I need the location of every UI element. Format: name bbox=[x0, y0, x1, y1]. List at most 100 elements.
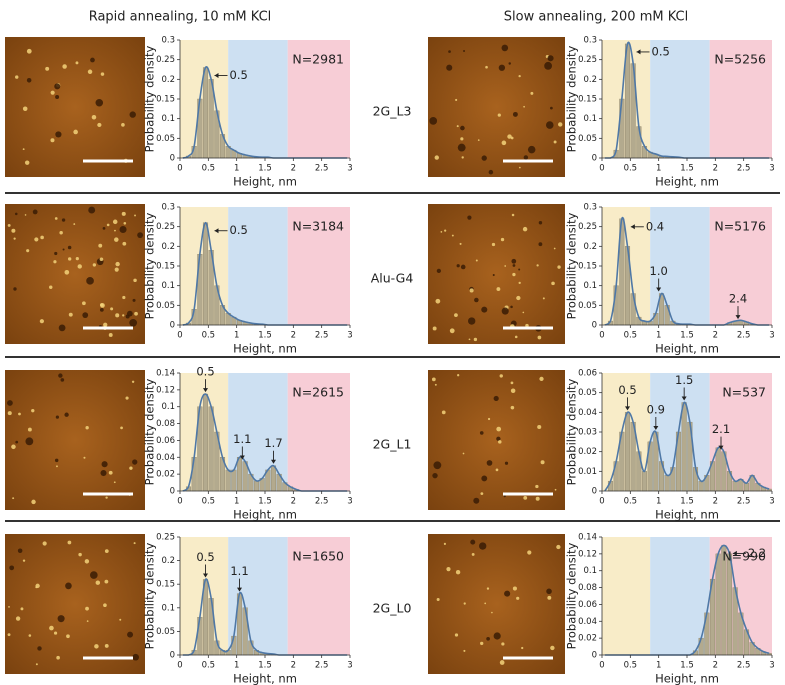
afm-spot bbox=[120, 426, 123, 430]
afm-spot bbox=[133, 278, 137, 283]
afm-spot bbox=[12, 497, 15, 500]
bar bbox=[202, 393, 209, 492]
y-axis-label: Probability density bbox=[143, 543, 157, 650]
afm-spot bbox=[134, 311, 138, 316]
afm-spot bbox=[22, 148, 25, 151]
afm-spot bbox=[35, 663, 38, 666]
afm-spot bbox=[547, 55, 554, 62]
x-tick-label: 0 bbox=[599, 497, 604, 507]
x-tick-label: 0.5 bbox=[202, 497, 216, 507]
afm-spot bbox=[15, 616, 21, 621]
y-tick-label: 0.06 bbox=[578, 600, 597, 610]
afm-spot bbox=[521, 646, 524, 650]
afm-spot bbox=[463, 50, 466, 53]
afm-spot bbox=[78, 552, 82, 557]
afm-spot bbox=[25, 437, 34, 446]
afm-spot bbox=[460, 264, 466, 270]
afm-spot bbox=[127, 631, 134, 638]
afm-spot bbox=[114, 229, 116, 232]
afm-spot bbox=[518, 166, 521, 169]
annotation-label: 1.1 bbox=[230, 564, 248, 578]
afm-spot bbox=[462, 452, 465, 455]
x-axis-label: Height, nm bbox=[655, 672, 719, 685]
height-region bbox=[709, 207, 772, 325]
x-tick-label: 0.5 bbox=[624, 331, 638, 341]
afm-spot bbox=[451, 234, 454, 237]
y-tick-label: 0.3 bbox=[583, 203, 597, 213]
n-label: N=2981 bbox=[292, 52, 344, 67]
afm-spot bbox=[77, 264, 82, 269]
afm-spot bbox=[460, 137, 464, 141]
afm-spot bbox=[468, 317, 476, 325]
annotation-label: 0.5 bbox=[230, 223, 248, 237]
x-tick-label: 0.5 bbox=[202, 331, 216, 341]
height-region bbox=[650, 537, 710, 655]
afm-spot bbox=[122, 241, 127, 246]
afm-image bbox=[5, 37, 145, 177]
y-tick-label: 0.02 bbox=[578, 634, 597, 644]
afm-spot bbox=[473, 337, 478, 342]
afm-spot bbox=[65, 582, 72, 590]
afm-spot bbox=[459, 242, 462, 245]
afm-spot bbox=[488, 169, 494, 175]
fit-curve bbox=[604, 401, 770, 492]
afm-spot bbox=[544, 61, 553, 70]
afm-spot bbox=[504, 590, 511, 597]
x-tick-label: 3 bbox=[769, 497, 774, 507]
afm-spot bbox=[125, 314, 130, 319]
y-tick-label: 0 bbox=[170, 154, 175, 164]
height-region bbox=[287, 373, 350, 491]
afm-spot bbox=[57, 615, 65, 623]
afm-spot bbox=[115, 313, 120, 318]
annotation-label: 1.0 bbox=[650, 264, 668, 278]
afm-spot bbox=[454, 633, 459, 637]
y-tick-label: 0 bbox=[592, 321, 597, 331]
afm-spot bbox=[20, 607, 24, 611]
column-title: Slow annealing, 200 mM KCl bbox=[504, 10, 688, 25]
x-tick-label: 0 bbox=[177, 331, 182, 341]
y-tick-label: 0.14 bbox=[578, 533, 597, 543]
y-tick-label: 0 bbox=[170, 321, 175, 331]
afm-spot bbox=[121, 211, 126, 216]
x-tick-label: 0.5 bbox=[624, 661, 638, 671]
afm-spot bbox=[479, 431, 484, 435]
afm-spot bbox=[82, 301, 86, 306]
afm-spot bbox=[89, 571, 98, 579]
y-tick-label: 0.03 bbox=[578, 428, 597, 438]
afm-spot bbox=[31, 408, 35, 413]
afm-spot bbox=[22, 559, 26, 562]
x-tick-label: 2 bbox=[713, 497, 718, 507]
annotation-arrowhead bbox=[271, 459, 276, 464]
afm-spot bbox=[510, 405, 515, 410]
y-tick-label: 0.25 bbox=[578, 55, 597, 65]
afm-spot bbox=[113, 481, 116, 484]
afm-background bbox=[428, 37, 565, 177]
afm-spot bbox=[82, 312, 89, 319]
afm-spot bbox=[539, 376, 544, 382]
afm-spot bbox=[85, 426, 89, 430]
afm-background bbox=[428, 370, 565, 510]
afm-spot bbox=[17, 548, 23, 554]
afm-spot bbox=[101, 461, 108, 468]
y-tick-label: 0.1 bbox=[583, 281, 597, 291]
afm-spot bbox=[460, 125, 465, 131]
afm-spot bbox=[121, 123, 125, 127]
x-tick-label: 0 bbox=[599, 331, 604, 341]
bar bbox=[253, 480, 260, 492]
y-tick-label: 0.12 bbox=[156, 385, 175, 395]
afm-image bbox=[428, 37, 565, 177]
afm-spot bbox=[86, 277, 94, 285]
x-tick-label: 2.5 bbox=[737, 331, 751, 341]
y-tick-label: 0.15 bbox=[156, 580, 175, 590]
afm-spot bbox=[486, 460, 493, 466]
afm-spot bbox=[550, 645, 555, 651]
annotation-label: 2.4 bbox=[729, 292, 747, 306]
height-region bbox=[228, 40, 288, 158]
annotation-arrowhead bbox=[630, 224, 635, 230]
n-label: N=990 bbox=[722, 549, 766, 564]
afm-spot bbox=[56, 655, 60, 660]
row-label: 2G_L1 bbox=[373, 437, 412, 452]
afm-spot bbox=[13, 237, 16, 240]
afm-spot bbox=[67, 540, 72, 545]
